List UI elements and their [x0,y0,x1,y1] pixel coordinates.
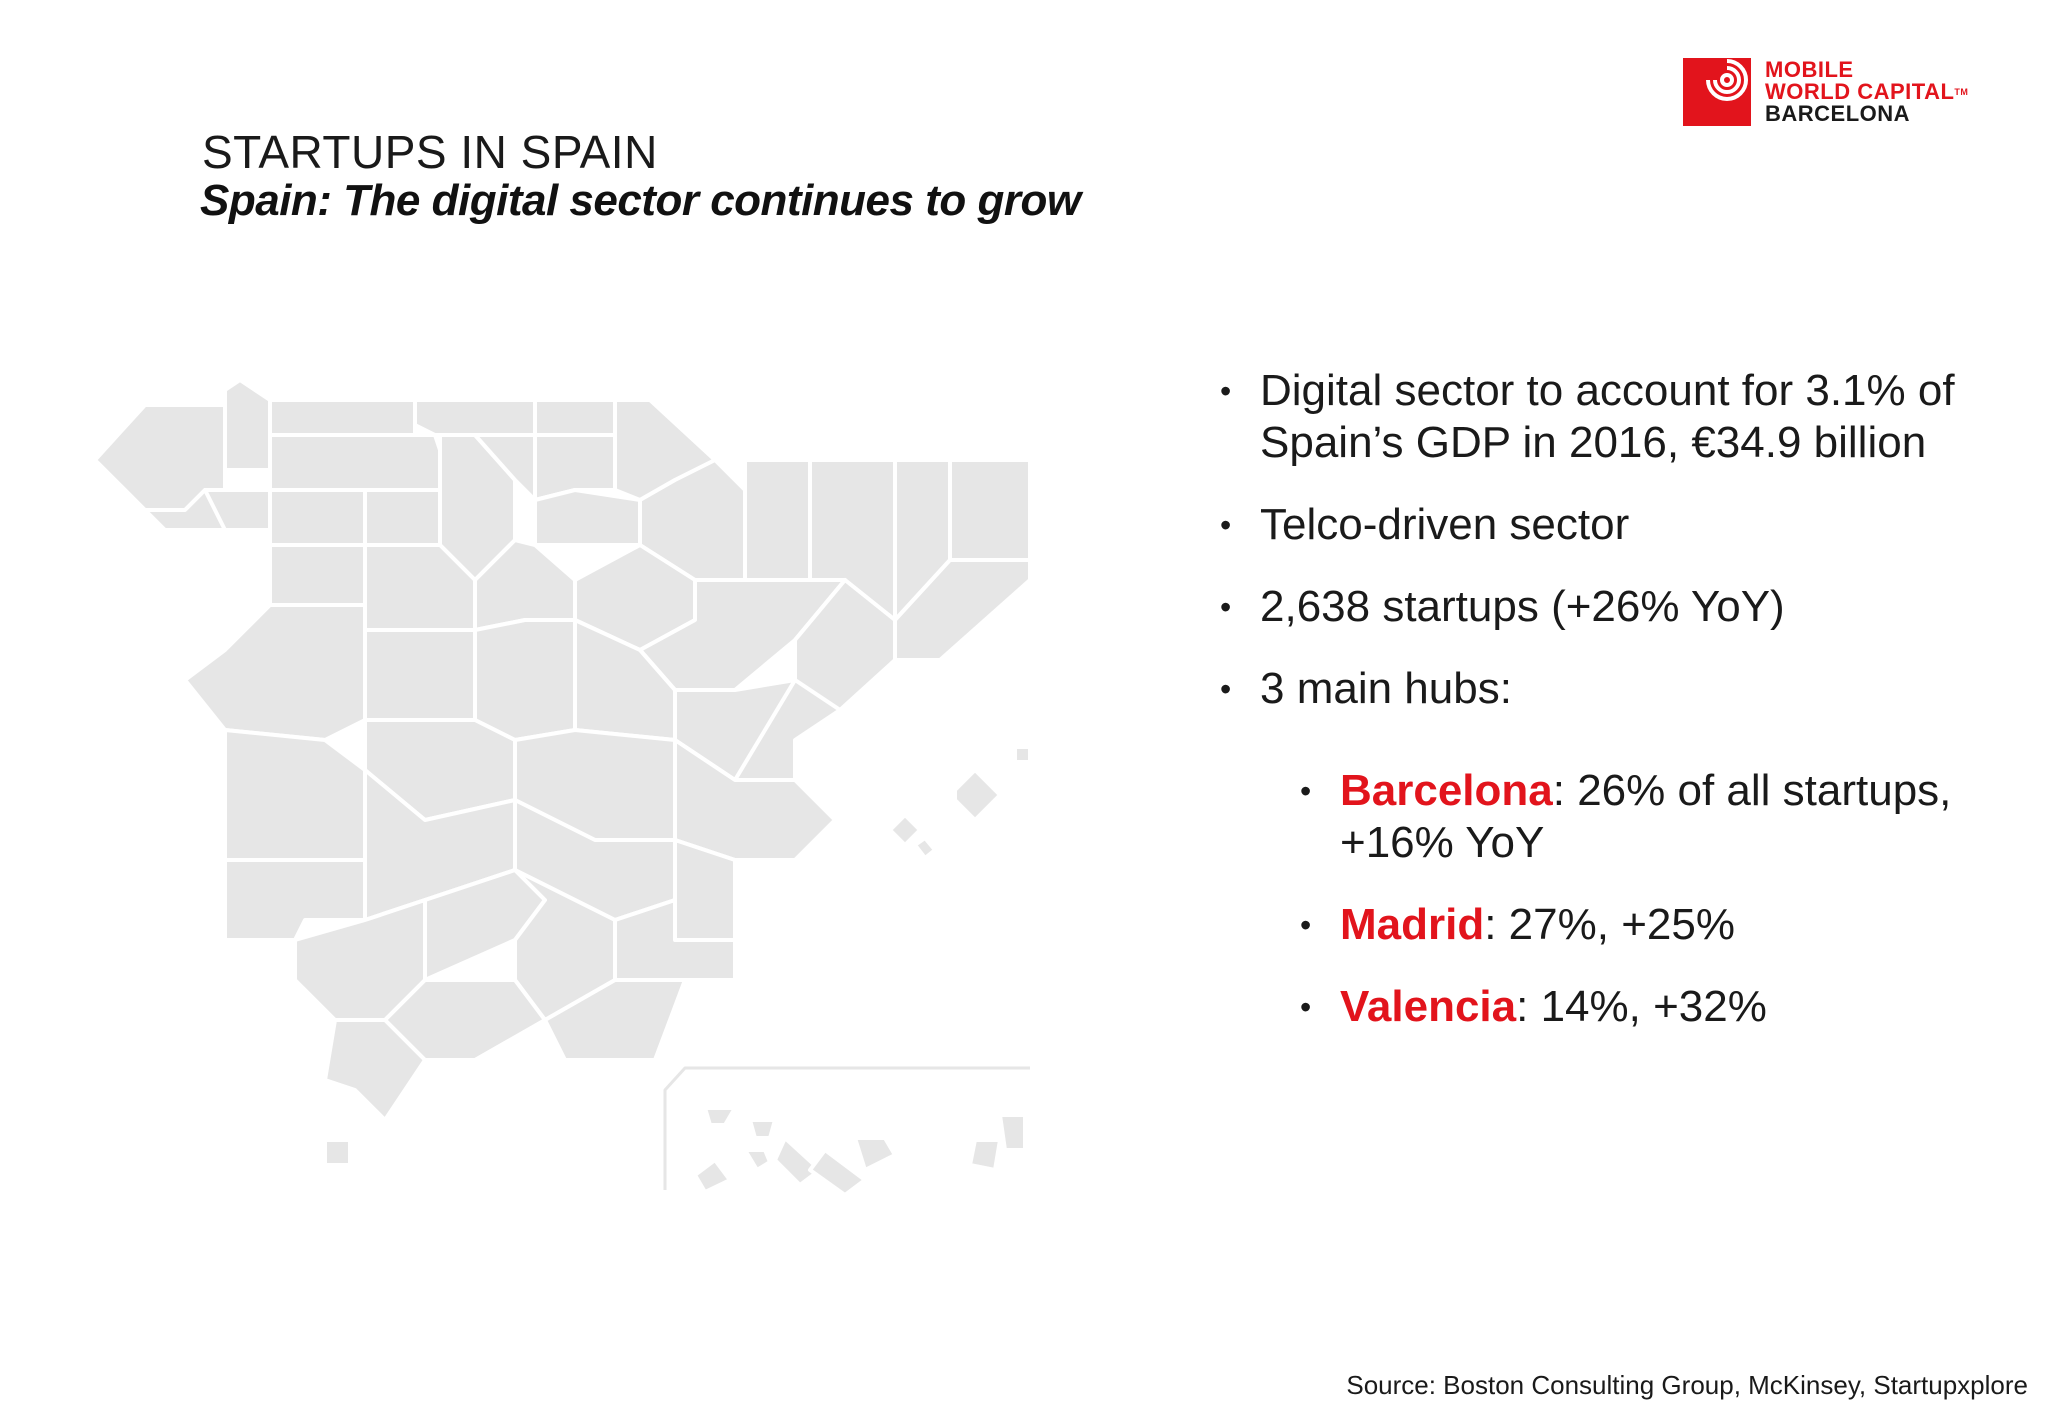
province-shape [948,458,1032,562]
province-shape [183,603,367,742]
spain-map-svg [93,378,1032,1197]
trademark-mark: TM [1954,87,1969,97]
province-shape [363,488,442,547]
fact-text: Telco-driven sector [1260,500,1630,549]
list-item: Telco-driven sector [1220,499,1980,551]
province-shape [268,433,442,492]
logo-line-3: BARCELONA [1765,101,1911,126]
list-item: 2,638 startups (+26% YoY) [1220,581,1980,633]
hub-name: Madrid [1340,900,1485,949]
spain-map-illustration [93,378,1032,1197]
province-shape [323,1138,352,1167]
province-shape [323,1018,427,1122]
page-title: Spain: The digital sector continues to g… [200,176,1081,225]
province-shape [913,836,937,860]
province-shape [953,768,1002,822]
province-shape [853,1136,897,1172]
hub-item-madrid: Madrid: 27%, +25% [1300,899,1980,951]
province-shape [703,1106,737,1127]
logo-mark-icon [1683,58,1751,126]
hub-stat: : 14%, +32% [1516,982,1767,1031]
source-citation: Source: Boston Consulting Group, McKinse… [1346,1370,2028,1400]
province-shape [413,398,537,437]
province-shape [998,1113,1027,1152]
list-item: Digital sector to account for 3.1% of Sp… [1220,365,1980,469]
province-shape [743,458,812,582]
province-shape [808,1148,867,1197]
hub-stat: : 26% of all startups, +16% YoY [1340,766,1952,867]
province-shape [733,678,842,782]
hub-stat: : 27%, +25% [1484,900,1735,949]
logo-line-2: WORLD CAPITALTM [1765,81,1968,103]
fact-text: Digital sector to account for 3.1% of Sp… [1260,366,1955,467]
province-shape [888,813,922,847]
fact-text: 2,638 startups (+26% YoY) [1260,582,1785,631]
province-shape [223,378,272,472]
province-shape [673,838,737,942]
hub-name: Barcelona [1340,766,1553,815]
logo-wordmark: MOBILE WORLD CAPITALTM BARCELONA [1765,59,1968,125]
list-item: 3 main hubs: Barcelona: 26% of all start… [1220,663,1980,1033]
section-kicker: STARTUPS IN SPAIN [202,126,658,178]
province-shape [533,433,617,502]
logo-line-2-text: WORLD CAPITAL [1765,79,1955,104]
province-shape [533,398,617,437]
province-shape [268,488,367,547]
province-shape [1013,745,1032,764]
inset-frame [663,1066,1030,1190]
key-facts-list: Digital sector to account for 3.1% of Sp… [1220,365,1980,1063]
logo-line-1: MOBILE [1765,57,1854,82]
hub-item-valencia: Valencia: 14%, +32% [1300,981,1980,1033]
hub-name: Valencia [1340,982,1517,1031]
brand-logo: MOBILE WORLD CAPITALTM BARCELONA [1683,58,1968,126]
province-shape [748,1118,777,1140]
province-shape [268,543,367,607]
province-shape [363,628,477,722]
province-shape [543,978,687,1062]
fact-text: 3 main hubs: [1260,664,1512,713]
province-shape [693,1158,732,1194]
province-shape [743,1148,772,1172]
province-shape [473,618,577,742]
province-shape [773,1136,822,1187]
province-shape [223,728,367,862]
hubs-list: Barcelona: 26% of all startups, +16% YoY… [1300,765,1980,1033]
province-shape [968,1138,1002,1172]
hub-item-barcelona: Barcelona: 26% of all startups, +16% YoY [1300,765,1980,869]
province-shape [268,398,417,437]
province-shape [533,488,642,547]
